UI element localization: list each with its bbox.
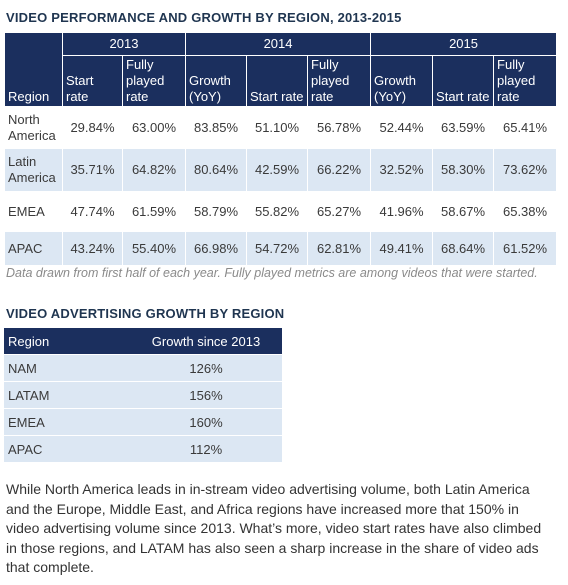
cell: 35.71% — [62, 148, 123, 192]
row-label: APAC — [4, 231, 63, 266]
column-header: Growth since 2013 — [130, 328, 282, 355]
cell: 63.59% — [432, 106, 495, 149]
table-body: NAM 126% LATAM 156% EMEA 160% APAC 112% — [4, 354, 282, 463]
year-header: 2014 — [185, 32, 372, 56]
paragraph: While North America leads in in-stream v… — [6, 481, 542, 575]
header-row: Start rate Fully played rate Growth (YoY) S… — [5, 55, 558, 107]
column-header: Fully played rate — [493, 55, 558, 107]
performance-table: Region 2013 2014 2015 Start rate Fully played… — [4, 32, 558, 266]
table-note: Data drawn from first half of each year.… — [6, 266, 538, 280]
cell: 54.72% — [246, 231, 309, 266]
cell: 63.00% — [121, 106, 187, 149]
column-header: Growth (YoY) — [370, 55, 434, 107]
row-label: EMEA — [4, 191, 63, 232]
column-header: Fully played rate — [121, 55, 187, 107]
cell: 61.52% — [493, 231, 558, 266]
cell: 66.98% — [185, 231, 248, 266]
column-header: Growth (YoY) — [185, 55, 248, 107]
cell: 112% — [130, 435, 282, 463]
header-row: Region Growth since 2013 — [4, 328, 282, 355]
cell: 58.79% — [185, 191, 248, 232]
row-label: North America — [4, 106, 63, 149]
table-row: APAC 43.24% 55.40% 66.98% 54.72% 62.81% 49.41%… — [4, 231, 558, 266]
year-header: 2013 — [61, 32, 187, 56]
cell: 47.74% — [62, 191, 123, 232]
cell: 64.82% — [121, 148, 187, 192]
column-header: Start rate — [62, 55, 123, 107]
cell: 58.67% — [432, 191, 495, 232]
cell: 65.41% — [493, 106, 558, 149]
table-row: APAC 112% — [4, 435, 282, 463]
table-row: EMEA 47.74% 61.59% 58.79% 55.82% 65.27% 41.96%… — [4, 191, 558, 232]
cell: 51.10% — [246, 106, 309, 149]
column-header: Start rate — [432, 55, 495, 107]
table-row: NAM 126% — [4, 354, 282, 382]
cell: 32.52% — [370, 148, 434, 192]
cell: 65.38% — [493, 191, 558, 232]
cell: 156% — [130, 381, 282, 409]
column-header: Fully played rate — [307, 55, 372, 107]
table-body: North America 29.84% 63.00% 83.85% 51.10% 56.… — [4, 106, 558, 266]
table-row: Latin America 35.71% 64.82% 80.64% 42.59% 66.… — [4, 148, 558, 192]
column-header: Start rate — [246, 55, 309, 107]
cell: 58.30% — [432, 148, 495, 192]
cell: 55.82% — [246, 191, 309, 232]
cell: 62.81% — [307, 231, 372, 266]
cell: 52.44% — [370, 106, 434, 149]
table-title: VIDEO PERFORMANCE AND GROWTH BY REGION, … — [6, 10, 402, 25]
year-header: 2015 — [370, 32, 558, 56]
row-label: Latin America — [4, 148, 63, 192]
cell: 29.84% — [62, 106, 123, 149]
growth-table: Region Growth since 2013 NAM 126% LATAM 156%… — [4, 328, 282, 463]
cell: 126% — [130, 354, 282, 382]
table-title: VIDEO ADVERTISING GROWTH BY REGION — [6, 306, 285, 321]
cell: 65.27% — [307, 191, 372, 232]
column-header: Region — [4, 328, 130, 355]
cell: 83.85% — [185, 106, 248, 149]
table-row: EMEA 160% — [4, 408, 282, 436]
row-label: APAC — [4, 435, 130, 463]
cell: 41.96% — [370, 191, 434, 232]
table-row: North America 29.84% 63.00% 83.85% 51.10% 56.… — [4, 106, 558, 149]
cell: 55.40% — [121, 231, 187, 266]
cell: 80.64% — [185, 148, 248, 192]
cell: 160% — [130, 408, 282, 436]
table-head: Region Growth since 2013 — [4, 328, 282, 355]
cell: 49.41% — [370, 231, 434, 266]
table-head: Region 2013 2014 2015 Start rate Fully played… — [4, 32, 558, 107]
column-header: Region — [4, 32, 63, 107]
cell: 66.22% — [307, 148, 372, 192]
row-label: NAM — [4, 354, 130, 382]
row-label: LATAM — [4, 381, 130, 409]
cell: 43.24% — [62, 231, 123, 266]
cell: 73.62% — [493, 148, 558, 192]
cell: 56.78% — [307, 106, 372, 149]
row-label: EMEA — [4, 408, 130, 436]
cell: 42.59% — [246, 148, 309, 192]
cell: 61.59% — [121, 191, 187, 232]
header-row: Region 2013 2014 2015 — [4, 32, 558, 107]
cell: 68.64% — [432, 231, 495, 266]
table-row: LATAM 156% — [4, 381, 282, 409]
